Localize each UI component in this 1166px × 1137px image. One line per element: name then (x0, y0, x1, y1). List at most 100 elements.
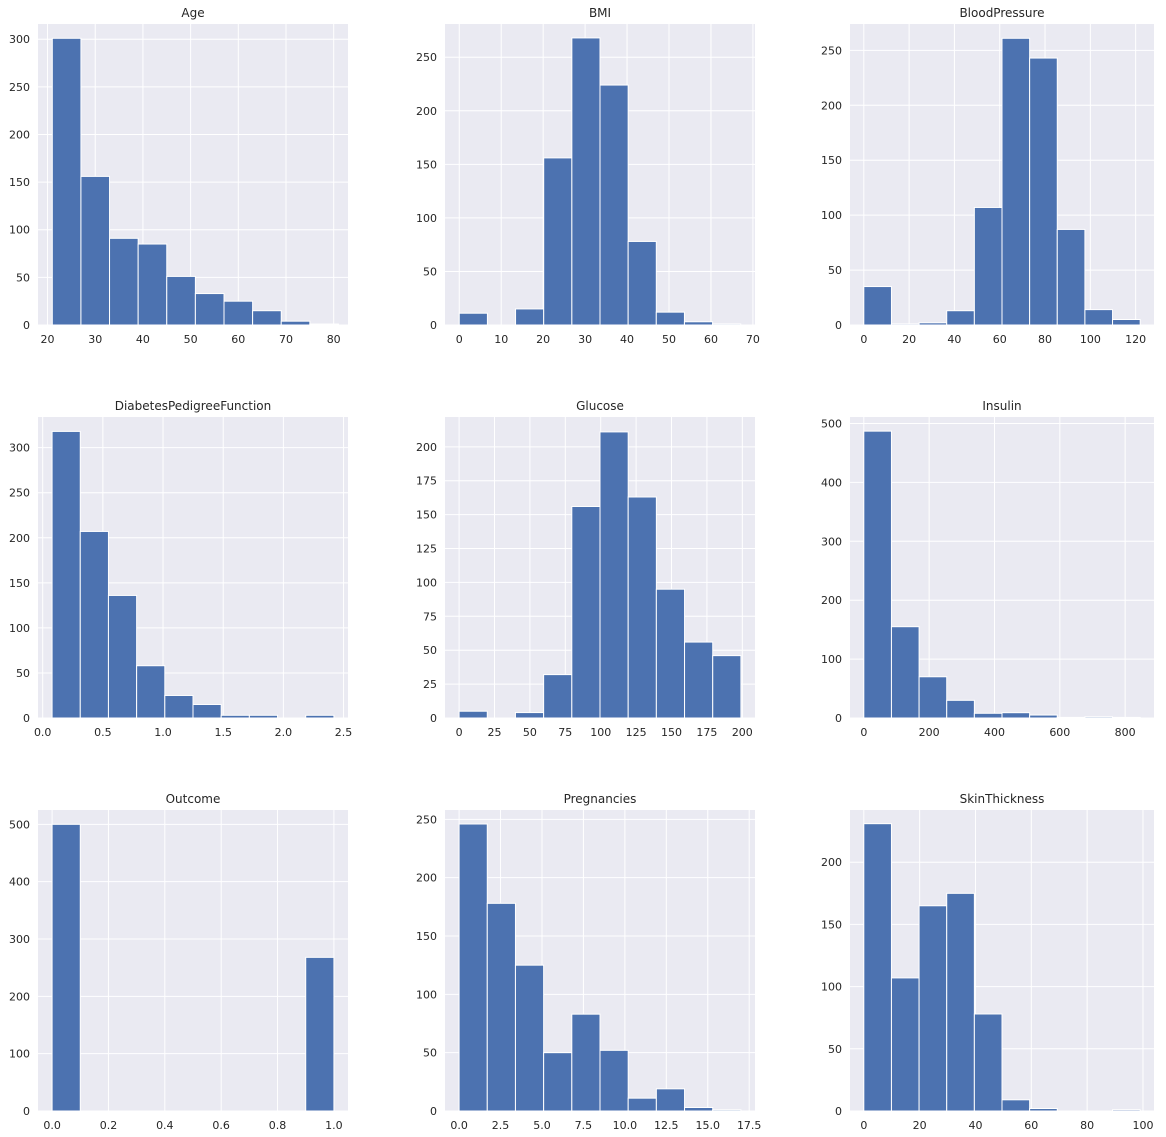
x-tick-label: 80 (1038, 333, 1052, 346)
histogram-bar (136, 665, 166, 719)
x-tick-label: 50 (662, 333, 676, 346)
y-tick-label: 0 (835, 319, 842, 332)
x-tick-label: 100 (1132, 1119, 1153, 1132)
histogram-bar (946, 310, 975, 326)
histogram-bar (1029, 714, 1058, 719)
x-tick-label: 200 (732, 726, 753, 739)
histogram-bar (918, 676, 948, 719)
x-tick-label: 30 (578, 333, 592, 346)
histogram-panel: 0 200 400 600 800 0 100 200 300 400 500 Insulin (821, 399, 1154, 739)
plot-area (38, 810, 348, 1111)
histogram-bar (712, 323, 742, 326)
y-tick-label: 0 (23, 712, 30, 725)
histogram-bar (627, 1097, 657, 1112)
histogram-bar (1056, 228, 1086, 326)
x-tick-label: 20 (41, 333, 55, 346)
y-tick-label: 250 (416, 813, 437, 826)
histogram-bar (79, 530, 109, 719)
histogram-bar (51, 37, 82, 326)
y-tick-label: 150 (821, 154, 842, 167)
y-tick-label: 0 (835, 712, 842, 725)
histogram-bar (890, 323, 920, 326)
x-tick-label: 0 (456, 726, 463, 739)
y-tick-label: 150 (821, 918, 842, 931)
x-tick-label: 15.0 (696, 1119, 721, 1132)
histogram-bar (863, 823, 892, 1112)
histogram-bar (571, 505, 601, 719)
histogram-bar (973, 206, 1003, 326)
histogram-bar (248, 714, 279, 719)
x-tick-label: 40 (620, 333, 634, 346)
y-tick-label: 250 (9, 81, 30, 94)
x-tick-label: 20 (913, 1119, 927, 1132)
histogram-bar (946, 699, 975, 719)
histogram-bar (109, 237, 139, 326)
y-tick-label: 400 (821, 476, 842, 489)
histogram-panel: 0.0 2.5 5.0 7.5 10.0 12.5 15.0 17.5 0 50 100 150 200… (416, 792, 761, 1132)
histogram-bar (599, 84, 629, 326)
x-tick-label: 0.0 (34, 726, 52, 739)
histogram-panel: 0.0 0.5 1.0 1.5 2.0 2.5 0 50 100 150 200 250 300 Diab… (9, 399, 352, 739)
x-tick-label: 40 (136, 333, 150, 346)
histogram-bar (1112, 1109, 1141, 1112)
histogram-bar (305, 714, 335, 719)
x-tick-label: 0 (456, 333, 463, 346)
y-tick-label: 0 (430, 319, 437, 332)
histogram-bar (280, 320, 311, 326)
y-tick-label: 125 (416, 543, 437, 556)
histogram-panel: 0 20 40 60 80 100 120 0 50 100 150 200 250 BloodPress… (821, 6, 1154, 346)
histogram-bar (655, 588, 686, 719)
histogram-bar (309, 323, 339, 326)
x-tick-label: 0.0 (450, 1119, 468, 1132)
histogram-bar (1001, 712, 1031, 719)
x-tick-label: 25 (487, 726, 501, 739)
y-tick-label: 200 (821, 856, 842, 869)
x-tick-label: 0 (860, 726, 867, 739)
x-tick-label: 60 (231, 333, 245, 346)
histogram-bar (946, 892, 975, 1112)
histogram-panel: 20 30 40 50 60 70 80 0 50 100 150 200 250 300 Age (9, 6, 348, 346)
histogram-bar (599, 431, 629, 719)
y-tick-label: 250 (416, 51, 437, 64)
y-tick-label: 200 (9, 990, 30, 1003)
y-tick-label: 200 (416, 105, 437, 118)
y-tick-label: 200 (821, 594, 842, 607)
y-tick-label: 150 (416, 509, 437, 522)
x-tick-label: 60 (1024, 1119, 1038, 1132)
y-tick-label: 0 (430, 1105, 437, 1118)
histogram-bar (223, 300, 254, 326)
histogram-bar (627, 240, 657, 326)
x-tick-label: 60 (993, 333, 1007, 346)
histogram-bar (571, 1013, 601, 1112)
x-tick-label: 50 (184, 333, 198, 346)
x-tick-label: 200 (919, 726, 940, 739)
histogram-bar (51, 823, 81, 1112)
y-tick-label: 175 (416, 475, 437, 488)
x-tick-label: 175 (696, 726, 717, 739)
x-tick-label: 0.6 (212, 1119, 230, 1132)
x-tick-label: 0.4 (156, 1119, 174, 1132)
y-tick-label: 100 (416, 212, 437, 225)
histogram-bar (627, 496, 657, 719)
histogram-bar (458, 823, 488, 1112)
x-tick-label: 150 (661, 726, 682, 739)
y-tick-label: 50 (16, 271, 30, 284)
histogram-bar (1001, 37, 1031, 326)
histogram-bar (543, 674, 573, 719)
x-tick-label: 0.0 (43, 1119, 61, 1132)
x-tick-label: 12.5 (654, 1119, 679, 1132)
y-tick-label: 200 (9, 532, 30, 545)
histogram-bar (137, 243, 168, 326)
y-tick-label: 300 (9, 442, 30, 455)
y-tick-label: 50 (16, 667, 30, 680)
x-tick-label: 100 (590, 726, 611, 739)
y-tick-label: 100 (9, 224, 30, 237)
y-tick-label: 300 (821, 535, 842, 548)
x-tick-label: 1.5 (214, 726, 232, 739)
y-tick-label: 250 (9, 487, 30, 500)
x-tick-label: 10 (494, 333, 508, 346)
y-tick-label: 0 (835, 1105, 842, 1118)
y-tick-label: 0 (23, 1105, 30, 1118)
histogram-bar (305, 956, 335, 1112)
histogram-bar (1029, 57, 1058, 326)
